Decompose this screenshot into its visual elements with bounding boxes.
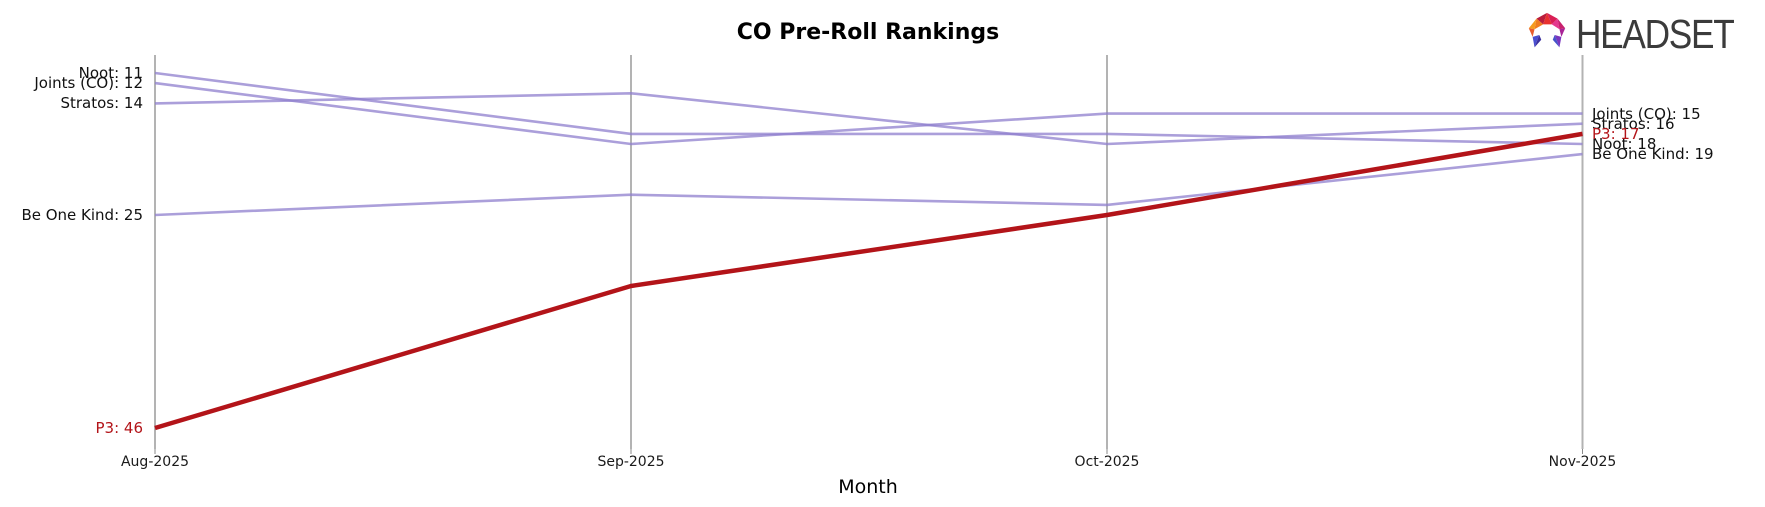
series-label-right-be-one-kind: Be One Kind: 19 xyxy=(1592,145,1714,163)
x-tick-label: Oct-2025 xyxy=(1074,454,1140,470)
headset-logo-text: HEADSET xyxy=(1576,11,1735,57)
series-line-joints-co- xyxy=(154,81,1583,146)
x-tick-label: Sep-2025 xyxy=(597,454,665,470)
series-label-left-joints-co-: Joints (CO): 12 xyxy=(34,74,143,92)
series-label-right-noot: Noot: 18 xyxy=(1592,135,1657,153)
chart-title: CO Pre-Roll Rankings xyxy=(736,20,1000,45)
x-axis-title: Month xyxy=(838,476,898,498)
headset-logo: HEADSET xyxy=(1524,9,1759,59)
series-line-p3 xyxy=(154,131,1583,431)
x-tick-label: Aug-2025 xyxy=(120,454,190,470)
series-label-left-noot: Noot: 11 xyxy=(78,64,143,82)
headset-logo-icon xyxy=(1528,12,1566,48)
series-label-left-be-one-kind: Be One Kind: 25 xyxy=(21,206,143,224)
x-tick-label: Nov-2025 xyxy=(1548,454,1617,470)
series-line-be-one-kind xyxy=(154,152,1583,217)
series-line-noot xyxy=(154,71,1583,146)
series-label-left-p3: P3: 46 xyxy=(95,419,144,437)
series-label-left-stratos: Stratos: 14 xyxy=(60,94,143,112)
series-label-right-p3: P3: 17 xyxy=(1592,125,1640,143)
series-line-stratos xyxy=(154,92,1583,146)
series-label-right-joints-co-: Joints (CO): 15 xyxy=(1592,105,1701,123)
series-label-right-stratos: Stratos: 16 xyxy=(1592,115,1675,133)
